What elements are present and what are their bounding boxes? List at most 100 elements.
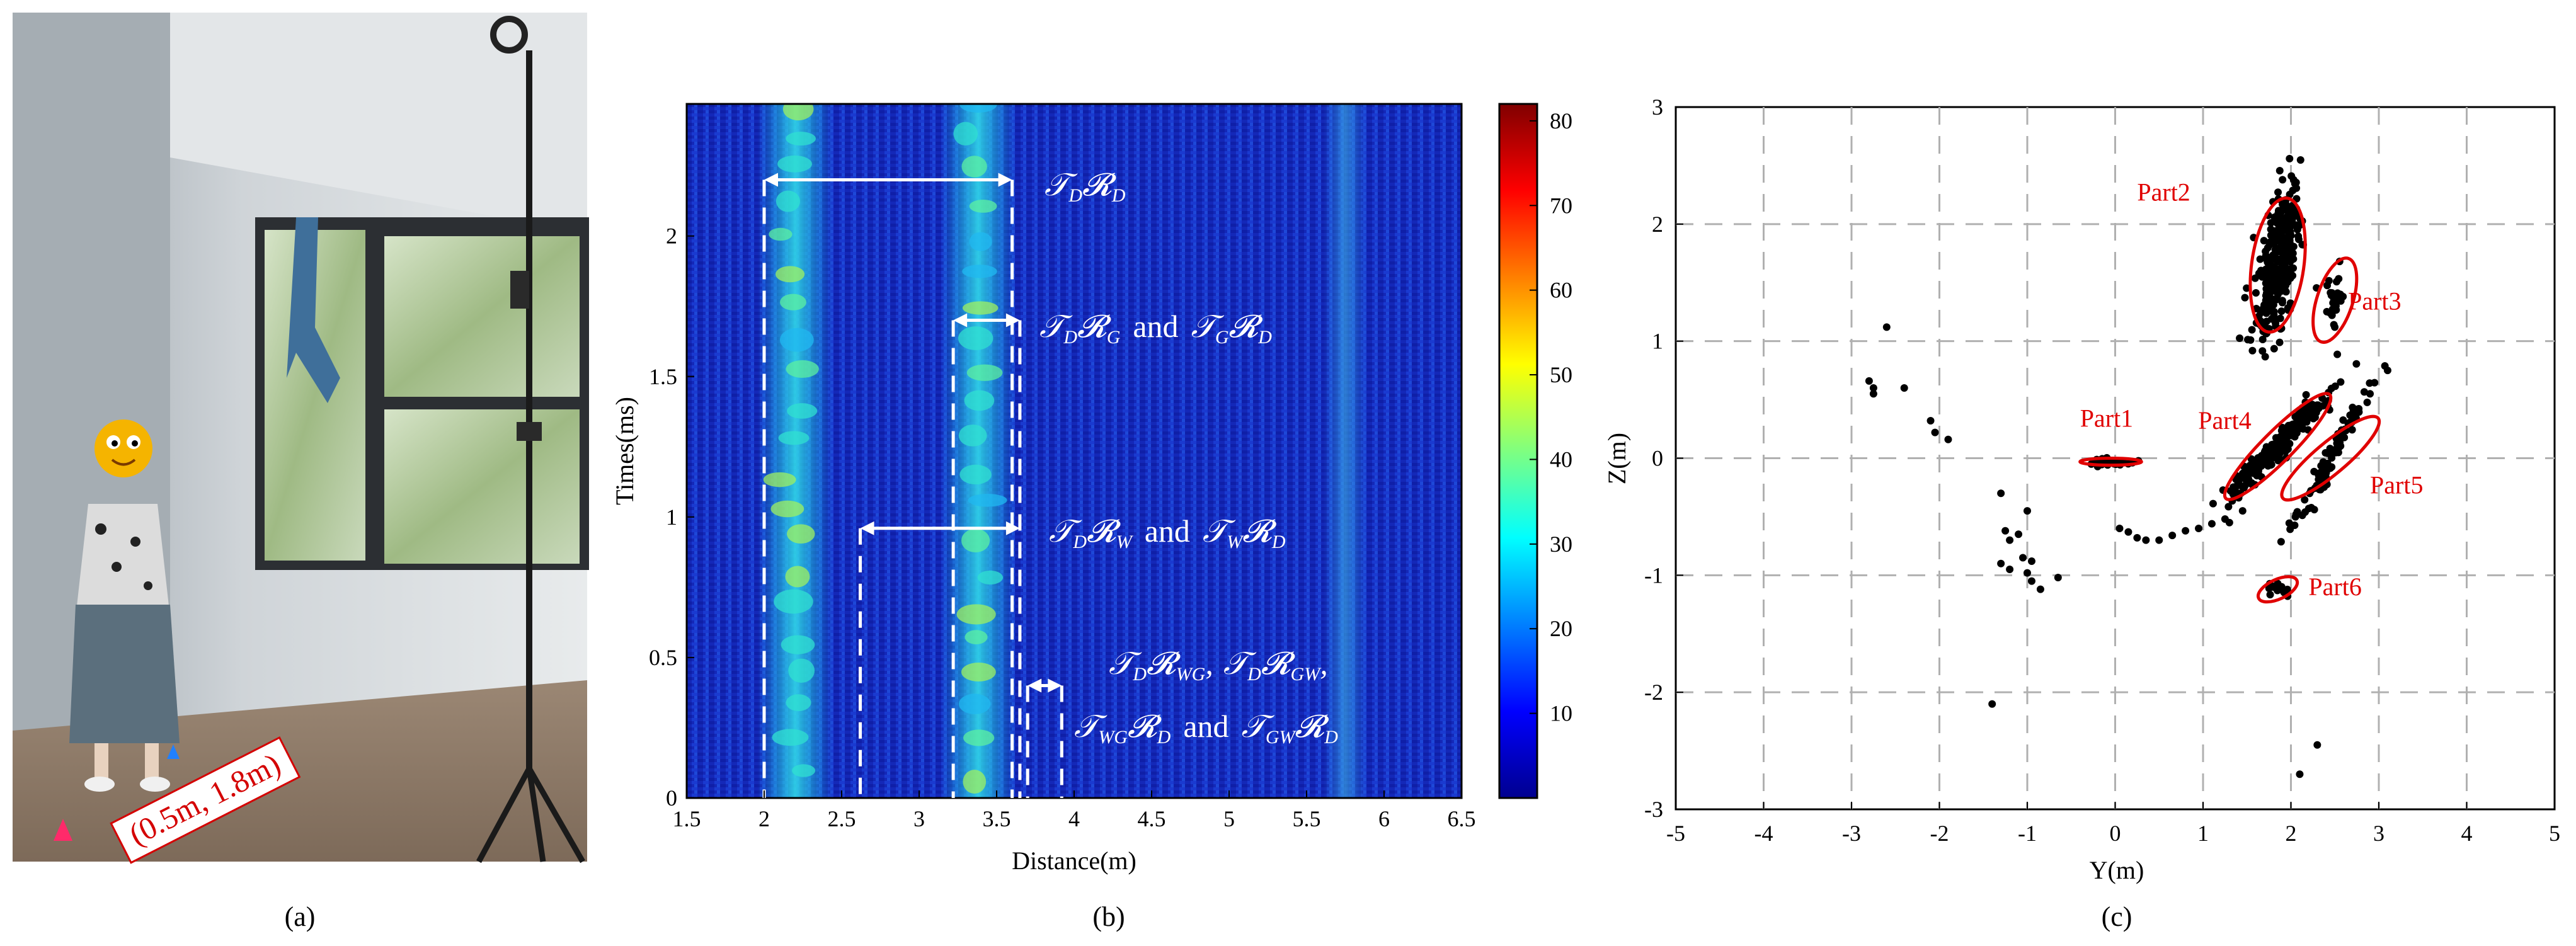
colorbar-tick-label-4: 50 xyxy=(1550,362,1572,387)
heatmap-hotspot-11 xyxy=(787,403,818,419)
scatter-point-797 xyxy=(2265,584,2273,593)
arrow-head-right-2 xyxy=(1005,521,1020,535)
scatter-point-676 xyxy=(2265,453,2274,461)
heatmap-hotspot-8 xyxy=(770,500,804,518)
scatter-point-305 xyxy=(2282,203,2290,211)
heatmap-xlabel: Distance(m) xyxy=(1012,846,1136,875)
scatter-point-396 xyxy=(2272,286,2281,294)
cluster-ellipse-part1 xyxy=(2078,457,2143,467)
colorbar-tick-label-5: 60 xyxy=(1550,278,1572,303)
heatmap-hotspot-13 xyxy=(779,328,814,352)
heatmap-bands xyxy=(757,104,1368,798)
scatter-point-20 xyxy=(2024,507,2031,515)
scatter-ytick-label-5: 2 xyxy=(1652,212,1663,237)
scatter-point-394 xyxy=(2273,246,2281,254)
scatter-point-429 xyxy=(2330,321,2338,329)
scatter-point-661 xyxy=(2245,475,2253,483)
scatter-point-370 xyxy=(2277,254,2285,263)
cluster-ellipse-part2 xyxy=(2248,196,2307,334)
scatter-point-537 xyxy=(2209,499,2217,508)
scatter-point-728 xyxy=(2285,519,2293,527)
colorbar-tick-label-3: 40 xyxy=(1550,447,1572,472)
heatmap-hotspot-23 xyxy=(958,693,991,714)
scatter-point-307 xyxy=(2276,314,2284,322)
scatter-point-723 xyxy=(2301,496,2309,504)
heatmap-hotspot-20 xyxy=(782,104,814,121)
scatter-point-776 xyxy=(2332,445,2340,453)
heatmap-y-ticks: 0 0.5 1 1.5 2 xyxy=(649,224,694,811)
scatter-ytick-label-4: 1 xyxy=(1652,329,1663,354)
scatter-point-3 xyxy=(1869,390,1877,398)
scatter-point-389 xyxy=(2273,219,2281,227)
scatter-point-670 xyxy=(2274,438,2282,447)
heatmap-hotspot-25 xyxy=(965,630,988,644)
scatter-point-301 xyxy=(2252,288,2260,297)
panel-label-b: (b) xyxy=(1092,901,1125,932)
scatter-point-19 xyxy=(2054,574,2062,582)
scatter-point-726 xyxy=(2298,511,2306,520)
heatmap-hotspot-28 xyxy=(961,528,990,553)
heatmap-ytick-label-2: 1 xyxy=(666,504,677,530)
scatter-point-689 xyxy=(2272,444,2280,452)
scatter-xtick-label-6: 1 xyxy=(2197,821,2209,846)
heatmap-hotspot-30 xyxy=(959,464,992,485)
scatter-point-5 xyxy=(1926,417,1935,425)
scatter-point-95 xyxy=(2275,338,2284,346)
scatter-point-12 xyxy=(2019,554,2027,562)
scatter-ytick-label-1: -2 xyxy=(1644,680,1663,705)
scatter-xlabel: Y(m) xyxy=(2090,856,2144,884)
heatmap-hotspot-24 xyxy=(961,663,996,682)
scatter-point-330 xyxy=(2289,255,2298,263)
heatmap-hotspot-0 xyxy=(792,764,816,777)
colorbar-tick-label-6: 70 xyxy=(1550,193,1572,218)
scatter-point-706 xyxy=(2363,398,2371,406)
cluster-ellipse-part3 xyxy=(2311,256,2359,344)
heatmap-hotspot-17 xyxy=(776,190,801,212)
heatmap-hotspot-32 xyxy=(964,390,995,411)
scatter-point-23 xyxy=(2133,533,2141,542)
arrow-head-left-0 xyxy=(764,173,778,187)
heatmap-xtick-label-5: 4 xyxy=(1068,806,1080,831)
scatter-point-37 xyxy=(2296,770,2304,778)
scatter-point-16 xyxy=(2024,569,2031,577)
scatter-xtick-label-10: 5 xyxy=(2549,821,2560,846)
heatmap-ytick-label-3: 1.5 xyxy=(649,364,677,389)
scatter-point-150 xyxy=(2247,336,2255,344)
scatter-point-667 xyxy=(2260,448,2269,456)
heatmap-band-2 xyxy=(1323,104,1368,798)
scatter-point-187 xyxy=(2251,274,2259,282)
scatter-point-796 xyxy=(2274,585,2282,593)
cluster-label-part5: Part5 xyxy=(2370,470,2423,499)
scatter-xtick-label-3: -2 xyxy=(1930,821,1949,846)
scatter-point-777 xyxy=(2323,459,2332,467)
heatmap-hotspot-15 xyxy=(775,266,805,283)
scatter-point-376 xyxy=(2261,254,2269,262)
heatmap-hotspot-29 xyxy=(968,493,1007,507)
scatter-point-21 xyxy=(2115,525,2124,532)
scatter-point-26 xyxy=(2168,532,2177,540)
scatter-point-404 xyxy=(2333,350,2342,358)
scatter-point-7 xyxy=(1944,435,1952,443)
scatter-point-1 xyxy=(1865,377,1873,385)
scatter-point-740 xyxy=(2277,538,2285,546)
scatter-point-10 xyxy=(2006,536,2014,544)
heatmap-xtick-label-6: 4.5 xyxy=(1138,806,1166,831)
scatter-point-94 xyxy=(2279,176,2287,184)
heatmap-hotspot-7 xyxy=(786,524,815,544)
heatmap-hotspot-38 xyxy=(969,199,997,213)
heatmap-x-ticks: 1.5 2 2.5 3 3.5 4 4.5 5 5.5 6 6.5 xyxy=(673,790,1476,831)
scatter-point-413 xyxy=(2332,278,2340,286)
colorbar xyxy=(1498,103,1538,799)
scatter-point-110 xyxy=(2260,237,2268,245)
scatter-point-390 xyxy=(2293,225,2301,234)
heatmap-hotspot-19 xyxy=(786,132,816,146)
scatter-point-25 xyxy=(2155,536,2163,544)
arrow-head-right-1 xyxy=(1005,313,1020,328)
annotation-td-rw: 𝒯D𝓡W and 𝒯W𝓡D xyxy=(1049,513,1286,552)
scatter-xtick-label-8: 3 xyxy=(2373,821,2384,846)
scatter-point-33 xyxy=(2225,518,2233,527)
scatter-point-522 xyxy=(2238,483,2247,491)
heatmap-hotspot-1 xyxy=(772,729,809,746)
scatter-point-36 xyxy=(2313,741,2321,749)
cluster-label-part2: Part2 xyxy=(2137,178,2190,207)
